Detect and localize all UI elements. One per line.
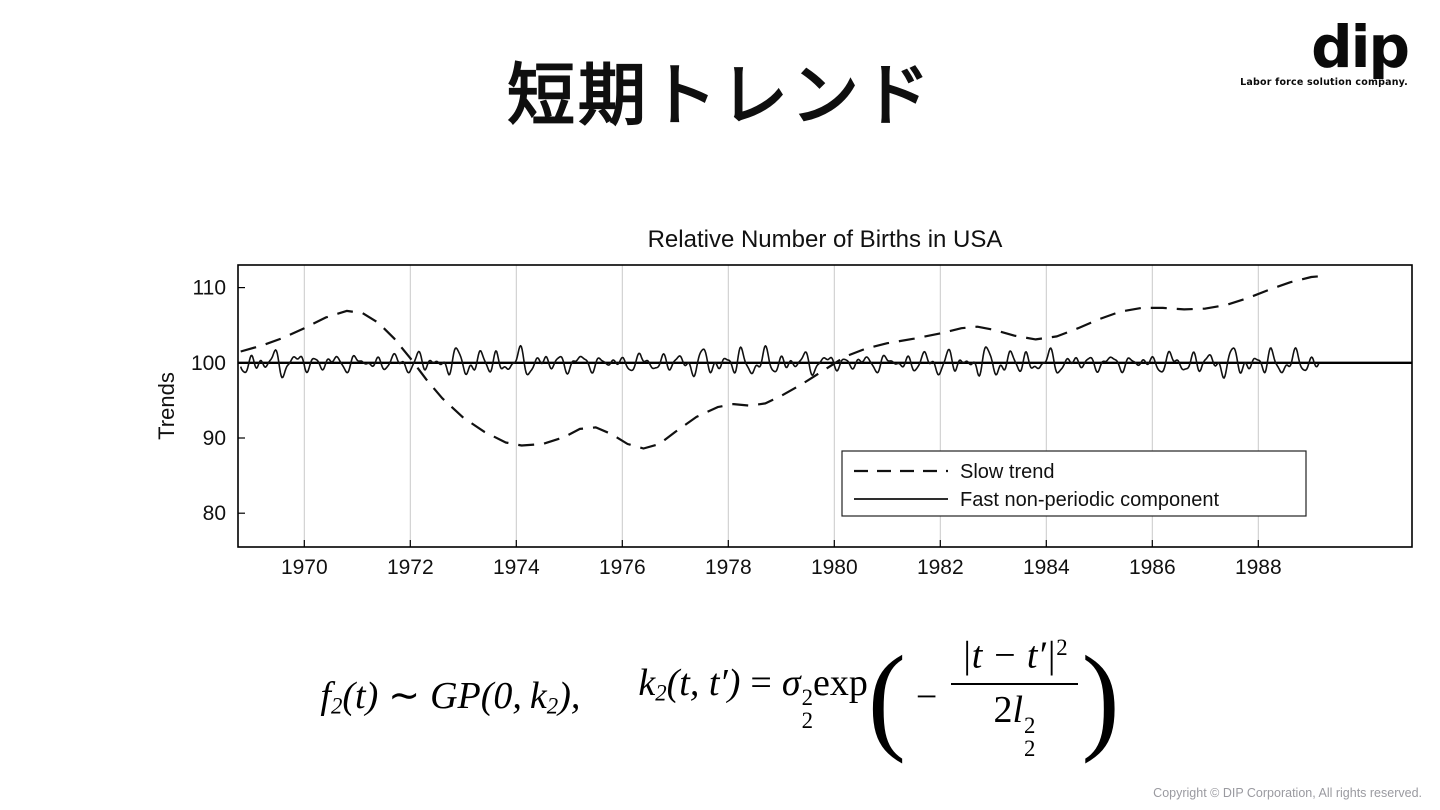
x-tick-label: 1978: [705, 556, 752, 579]
x-tick-label: 1972: [387, 556, 434, 579]
gp-formula: f2(t) ∼ GP(0, k2), k2(t, t′) = σ 2 2 exp ( − |t …: [320, 630, 1120, 764]
equals-sign: =: [750, 661, 772, 704]
x-tick-label: 1974: [493, 556, 540, 579]
x-tick-label: 1982: [917, 556, 964, 579]
dip-logo-text: dip: [1311, 13, 1410, 81]
births-chart-svg: 1970 1972 1974 1976 1978 1980 1982 1984 1986 1988…: [154, 226, 1413, 579]
plot-border: [237, 264, 1413, 548]
copyright: Copyright © DIP Corporation, All rights …: [1153, 786, 1422, 800]
x-tick-label: 1976: [599, 556, 646, 579]
sigma-symbol: σ: [781, 661, 801, 704]
x-tick-label: 1980: [811, 556, 858, 579]
fraction: |t − t′|2 2l 2 2: [951, 635, 1078, 761]
legend-box: [841, 450, 1307, 517]
var-k2: k: [638, 661, 656, 704]
tilde-operator: ∼: [388, 675, 421, 718]
exp-operator: exp: [812, 661, 868, 704]
births-chart: 1970 1972 1974 1976 1978 1980 1982 1984 1986 1988…: [150, 225, 1420, 597]
fast-component-path: [239, 344, 1320, 379]
y-tick-label: 100: [191, 352, 226, 375]
var-l: l: [1012, 689, 1024, 732]
gp-symbol: GP: [430, 675, 481, 718]
chart-title: Relative Number of Births in USA: [648, 226, 1003, 253]
y-tick-label: 90: [203, 427, 226, 450]
var-k: k: [529, 675, 547, 718]
var-f: f: [320, 675, 331, 718]
y-tick-label: 80: [203, 502, 226, 525]
x-tick-label: 1984: [1023, 556, 1070, 579]
formula-part1: f2(t) ∼ GP(0, k2),: [320, 675, 581, 719]
minus-sign: −: [915, 675, 938, 718]
slide-title: 短期トレンド: [506, 58, 933, 134]
formula-part2: k2(t, t′) = σ 2 2 exp: [638, 661, 868, 734]
slow-trend-path: [240, 275, 1320, 450]
x-tick-label: 1970: [281, 556, 328, 579]
y-axis-label: Trends: [154, 372, 179, 440]
dip-logo: dip Labor force solution company.: [1240, 13, 1410, 89]
legend-entry-label: Fast non-periodic component: [960, 489, 1219, 511]
fraction-numerator: |t − t′|2: [951, 635, 1078, 686]
x-tick-label: 1988: [1235, 556, 1282, 579]
y-tick-label: 110: [193, 277, 226, 300]
x-tick-label: 1986: [1129, 556, 1176, 579]
dip-logo-tagline: Labor force solution company.: [1240, 77, 1408, 89]
legend-entry-label: Slow trend: [960, 461, 1055, 483]
fraction-denominator: 2l 2 2: [993, 689, 1036, 761]
